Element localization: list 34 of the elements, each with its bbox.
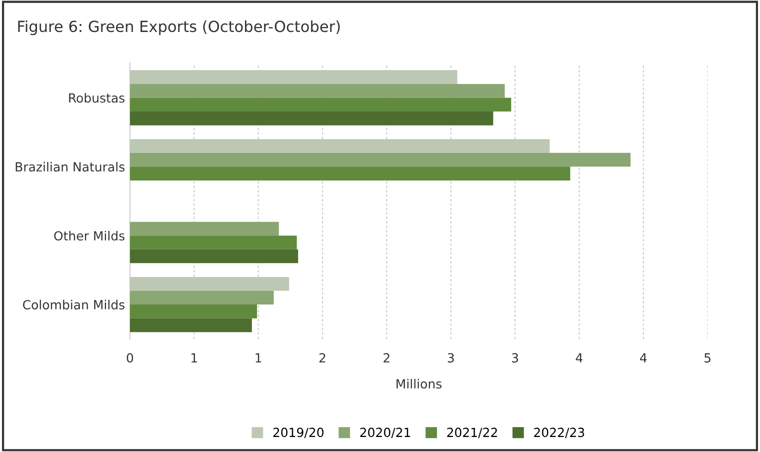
x-tick-label: 3 — [448, 353, 454, 363]
y-tick-label: Other Milds — [54, 230, 124, 241]
legend-label: 2020/21 — [360, 428, 410, 438]
x-tick-label: 1 — [256, 353, 262, 362]
x-axis-title: Millions — [396, 378, 442, 389]
bar — [130, 222, 279, 236]
x-tick-label: 1 — [192, 353, 197, 362]
bar — [130, 236, 297, 250]
legend-label: 2019/20 — [273, 428, 324, 438]
bar — [130, 112, 494, 126]
x-tick-label: 2 — [319, 353, 326, 362]
legend-label: 2021/22 — [447, 428, 497, 438]
bar — [130, 318, 252, 332]
x-tick-label: 3 — [512, 353, 518, 363]
bar — [130, 152, 631, 167]
y-tick-label: Colombian Milds — [22, 300, 124, 310]
x-tick-label: 2 — [384, 353, 390, 362]
bar — [130, 304, 258, 318]
bar — [130, 290, 274, 305]
y-tick-label: Brazilian Naturals — [16, 162, 124, 172]
bar — [130, 166, 570, 180]
bar — [130, 276, 290, 291]
chart-title: Figure 6: Green Exports (October-October) — [18, 20, 340, 36]
x-tick-label: 5 — [704, 353, 710, 363]
x-tick-label: 4 — [640, 353, 647, 362]
y-tick-label: Robustas — [69, 92, 124, 103]
bar — [130, 98, 512, 112]
bar — [130, 84, 505, 98]
bar — [130, 249, 298, 264]
x-tick-label: 0 — [126, 353, 134, 363]
legend-label: 2022/23 — [534, 428, 584, 438]
bar — [130, 139, 550, 153]
x-tick-label: 4 — [576, 353, 582, 362]
bar — [130, 70, 458, 84]
